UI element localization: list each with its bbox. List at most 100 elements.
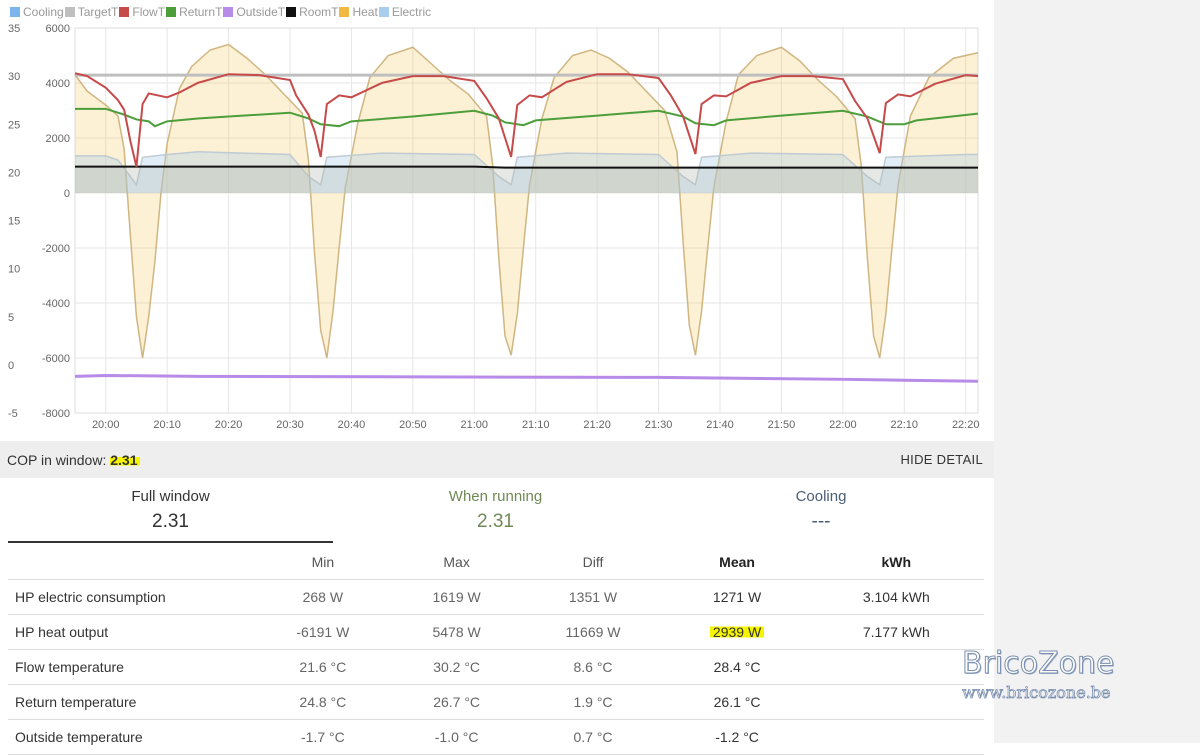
y-left-tick-label: 0 bbox=[8, 360, 14, 372]
cell-mean: 1271 W bbox=[665, 579, 809, 615]
cell-max: 30.2 °C bbox=[392, 649, 521, 685]
cell-mean-highlighted: 2939 W bbox=[665, 614, 809, 650]
cell-kwh: 7.177 kWh bbox=[808, 614, 984, 650]
header-min: Min bbox=[253, 544, 393, 580]
chart-legend: Cooling TargetT FlowT ReturnT OutsideT RoomT H… bbox=[9, 4, 431, 20]
cop-bar: COP in window: 2.31 HIDE DETAIL bbox=[0, 441, 994, 478]
header-max: Max bbox=[392, 544, 521, 580]
heatpump-chart: 35 30 25 20 15 10 5 0 -5 6000 4000 2000 0 -2000 -4000 -… bbox=[8, 23, 979, 431]
cell-max: 5478 W bbox=[392, 614, 521, 650]
y-left-tick-label: 15 bbox=[8, 216, 20, 228]
y-right-tick-label: 0 bbox=[64, 188, 70, 200]
x-tick-label: 21:30 bbox=[645, 419, 673, 431]
legend-item-roomt[interactable]: RoomT bbox=[285, 5, 338, 19]
cop-in-window: COP in window: 2.31 bbox=[7, 452, 141, 468]
cop-label: COP in window: bbox=[7, 452, 107, 468]
table-row: Outside temperature -1.7 °C -1.0 °C 0.7 … bbox=[8, 719, 984, 755]
y-left-tick-label: -5 bbox=[8, 408, 18, 420]
x-tick-label: 20:50 bbox=[399, 419, 427, 431]
legend-label: Cooling bbox=[23, 5, 64, 19]
series-heat-area bbox=[75, 44, 978, 358]
header-name bbox=[8, 544, 253, 580]
legend-label: OutsideT bbox=[236, 5, 286, 19]
legend-item-targett[interactable]: TargetT bbox=[63, 5, 119, 19]
legend-item-flowt[interactable]: FlowT bbox=[118, 5, 165, 19]
cell-diff: 0.7 °C bbox=[520, 719, 666, 755]
x-tick-label: 21:10 bbox=[522, 419, 550, 431]
tab-when-running[interactable]: When running 2.31 bbox=[333, 480, 658, 543]
legend-label: Electric bbox=[391, 5, 432, 19]
series-electric-area bbox=[75, 151, 978, 193]
tab-cooling-title: Cooling bbox=[795, 488, 847, 505]
header-kwh: kWh bbox=[808, 544, 984, 580]
y-left-tick-label: 5 bbox=[8, 312, 14, 324]
cell-mean: 26.1 °C bbox=[665, 684, 809, 720]
row-label: Return temperature bbox=[8, 684, 253, 720]
legend-label: Heat bbox=[352, 5, 378, 19]
row-label: HP heat output bbox=[8, 614, 253, 650]
y-right-tick-label: 4000 bbox=[46, 78, 70, 90]
cell-min: 24.8 °C bbox=[253, 684, 393, 720]
x-tick-label: 21:00 bbox=[461, 419, 489, 431]
legend-swatch bbox=[222, 6, 235, 18]
row-label: HP electric consumption bbox=[8, 579, 253, 615]
y-left-tick-label: 10 bbox=[8, 264, 20, 276]
legend-item-cooling[interactable]: Cooling bbox=[9, 5, 64, 19]
cell-min: 21.6 °C bbox=[253, 649, 393, 685]
cell-diff: 8.6 °C bbox=[520, 649, 666, 685]
cell-kwh bbox=[808, 649, 984, 685]
y-left-tick-label: 25 bbox=[8, 119, 20, 131]
x-tick-label: 20:00 bbox=[92, 419, 120, 431]
table-row: Return temperature 24.8 °C 26.7 °C 1.9 °… bbox=[8, 684, 984, 720]
legend-label: FlowT bbox=[132, 5, 166, 19]
tab-full-window[interactable]: Full window 2.31 bbox=[8, 480, 333, 543]
legend-swatch bbox=[118, 6, 131, 18]
cell-min: -6191 W bbox=[253, 614, 393, 650]
series-returnt bbox=[75, 107, 979, 128]
series-heat-line bbox=[74, 43, 979, 359]
cop-value: 2.31 bbox=[110, 452, 141, 468]
table-row: HP heat output -6191 W 5478 W 11669 W 29… bbox=[8, 614, 984, 650]
legend-swatch bbox=[9, 6, 21, 18]
y-right-tick-label: 6000 bbox=[46, 23, 70, 35]
series-flowt bbox=[74, 72, 979, 167]
heatpump-panel: Cooling TargetT FlowT ReturnT OutsideT RoomT H… bbox=[0, 4, 994, 755]
legend-item-heat[interactable]: Heat bbox=[338, 5, 378, 19]
x-tick-label: 20:20 bbox=[215, 419, 243, 431]
tab-when-running-title: When running bbox=[448, 488, 543, 505]
tab-full-window-value: 2.31 bbox=[152, 511, 189, 532]
legend-label: TargetT bbox=[77, 5, 119, 19]
legend-label: ReturnT bbox=[179, 5, 223, 19]
watermark-url: www.bricozone.be bbox=[962, 683, 1111, 703]
header-mean: Mean bbox=[665, 544, 809, 580]
table-row: Flow temperature 21.6 °C 30.2 °C 8.6 °C … bbox=[8, 649, 984, 685]
watermark-logo: BricoZone www.bricozone.be bbox=[962, 646, 1162, 703]
y-right-tick-label: -8000 bbox=[42, 408, 70, 420]
y-right-tick-label: -6000 bbox=[42, 353, 70, 365]
tab-cooling[interactable]: Cooling --- bbox=[658, 480, 984, 543]
x-tick-label: 22:10 bbox=[891, 419, 919, 431]
y-left-tick-label: 35 bbox=[8, 23, 20, 35]
x-tick-label: 21:50 bbox=[768, 419, 796, 431]
cell-min: -1.7 °C bbox=[253, 719, 393, 755]
x-tick-label: 20:10 bbox=[153, 419, 181, 431]
page-background-right bbox=[994, 0, 1200, 743]
plot-border bbox=[74, 27, 979, 414]
table-row: HP electric consumption 268 W 1619 W 135… bbox=[8, 579, 984, 615]
stats-table: Min Max Diff Mean kWh HP electric consum… bbox=[8, 544, 984, 755]
header-diff: Diff bbox=[520, 544, 666, 580]
row-label: Outside temperature bbox=[8, 719, 253, 755]
legend-swatch bbox=[165, 6, 178, 18]
cell-max: 26.7 °C bbox=[392, 684, 521, 720]
cell-mean: -1.2 °C bbox=[665, 719, 809, 755]
legend-swatch bbox=[377, 6, 390, 18]
y-left-tick-label: 20 bbox=[8, 167, 20, 179]
hide-detail-button[interactable]: HIDE DETAIL bbox=[900, 452, 983, 467]
legend-item-returnt[interactable]: ReturnT bbox=[165, 5, 222, 19]
cell-diff: 1.9 °C bbox=[520, 684, 666, 720]
x-tick-label: 21:20 bbox=[583, 419, 611, 431]
legend-item-outsidet[interactable]: OutsideT bbox=[222, 5, 285, 19]
row-label: Flow temperature bbox=[8, 649, 253, 685]
cell-mean: 28.4 °C bbox=[665, 649, 809, 685]
legend-item-electric[interactable]: Electric bbox=[377, 5, 432, 19]
